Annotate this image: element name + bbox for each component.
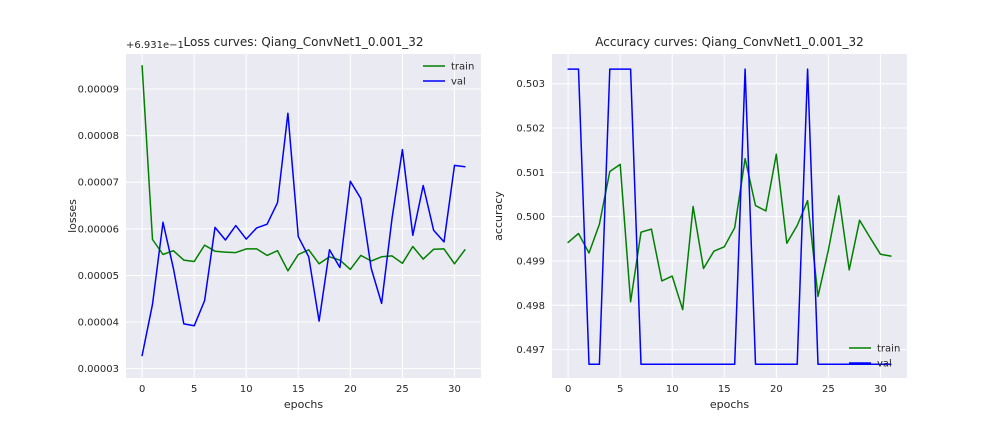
accuracy-x-tick-label: 30 (874, 384, 887, 395)
loss-tick-labels: 0 5 10 15 20 25 30 0.00003 0.00004 0.00005 0.00006… (78, 84, 461, 395)
accuracy-grid (552, 54, 907, 378)
loss-x-tick-label: 15 (292, 384, 305, 395)
loss-x-tick-label: 5 (191, 384, 197, 395)
loss-chart-panel: 0 5 10 15 20 25 30 0.00003 0.00004 0.00005 0.00006… (66, 35, 481, 411)
loss-grid (126, 54, 481, 378)
accuracy-x-tick-label: 20 (770, 384, 783, 395)
loss-legend-label-train: train (451, 62, 474, 73)
accuracy-y-tick-label: 0.499 (516, 256, 545, 267)
loss-y-axis-label: losses (66, 199, 79, 233)
loss-y-tick-label: 0.00005 (78, 271, 119, 282)
loss-x-tick-label: 25 (396, 384, 409, 395)
accuracy-y-tick-label: 0.498 (516, 301, 545, 312)
loss-y-tick-label: 0.00007 (78, 178, 119, 189)
loss-y-tick-label: 0.00003 (78, 364, 119, 375)
accuracy-chart-title: Accuracy curves: Qiang_ConvNet1_0.001_32 (595, 35, 863, 49)
loss-y-tick-label: 0.00004 (78, 318, 119, 329)
loss-y-offset-text: +6.931e−1 (126, 40, 184, 51)
loss-y-tick-label: 0.00006 (78, 224, 119, 235)
accuracy-series-line-train (567, 153, 892, 311)
accuracy-x-tick-label: 10 (666, 384, 679, 395)
accuracy-y-tick-label: 0.503 (516, 79, 545, 90)
accuracy-x-tick-label: 0 (565, 384, 571, 395)
accuracy-legend-label-val: val (877, 359, 892, 370)
loss-legend: train val (423, 62, 474, 88)
accuracy-x-axis-label: epochs (710, 398, 749, 411)
accuracy-x-tick-label: 5 (617, 384, 623, 395)
loss-y-tick-label: 0.00008 (78, 131, 119, 142)
loss-series-line-train (141, 64, 466, 272)
loss-x-tick-label: 0 (139, 384, 145, 395)
loss-plot-area (126, 54, 481, 378)
accuracy-y-tick-label: 0.497 (516, 345, 545, 356)
accuracy-x-tick-label: 25 (822, 384, 835, 395)
accuracy-y-axis-label: accuracy (492, 191, 505, 241)
loss-x-tick-label: 10 (240, 384, 253, 395)
accuracy-chart-panel: 0 5 10 15 20 25 30 0.497 0.498 0.499 0.500 0.501 0.5… (492, 35, 907, 411)
accuracy-y-tick-label: 0.501 (516, 168, 545, 179)
loss-x-axis-label: epochs (284, 398, 323, 411)
loss-x-tick-label: 30 (448, 384, 461, 395)
accuracy-y-tick-label: 0.502 (516, 124, 545, 135)
accuracy-series (567, 68, 892, 366)
loss-y-tick-label: 0.00009 (78, 84, 119, 95)
accuracy-y-tick-label: 0.500 (516, 212, 545, 223)
accuracy-plot-area (552, 54, 907, 378)
accuracy-series-line-val (567, 68, 892, 366)
loss-series (141, 64, 466, 357)
loss-series-line-val (141, 112, 466, 357)
accuracy-x-tick-label: 15 (718, 384, 731, 395)
accuracy-tick-labels: 0 5 10 15 20 25 30 0.497 0.498 0.499 0.500 0.501 0.5… (516, 79, 886, 395)
loss-legend-label-val: val (451, 77, 466, 88)
accuracy-legend-label-train: train (877, 344, 900, 355)
accuracy-legend: train val (849, 344, 900, 370)
loss-chart-title: Loss curves: Qiang_ConvNet1_0.001_32 (184, 35, 424, 49)
loss-x-tick-label: 20 (344, 384, 357, 395)
